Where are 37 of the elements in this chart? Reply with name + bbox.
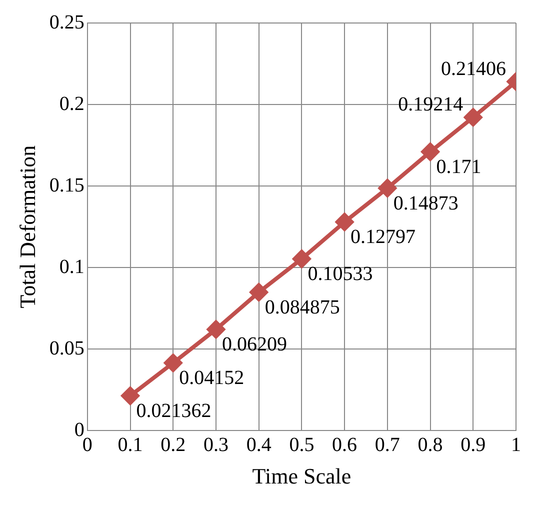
x-tick-label: 0.8 [418,434,443,456]
x-tick-label: 0.6 [332,434,358,456]
x-tick-label: 1 [511,434,521,456]
x-tick-label: 0.3 [203,434,228,456]
x-tick-label: 0.4 [246,434,272,456]
point [292,250,311,268]
data-label: 0.04152 [179,367,244,390]
data-label: 0.21406 [441,58,506,80]
x-tick-label: 0.5 [289,434,314,456]
y-tick-label: 0.25 [49,11,84,34]
point [121,386,140,405]
data-label: 0.12797 [350,226,416,248]
data-label: 0.171 [436,156,482,178]
point [421,142,440,161]
x-axis-title: Time Scale [252,464,352,489]
y-tick-label: 0.2 [59,92,84,115]
x-tick-label: 0.9 [460,434,486,456]
data-label: 0.14873 [393,192,458,214]
y-tick-label: 0.1 [59,256,84,278]
y-tick-label: 0.05 [49,337,84,360]
data-label: 0.19214 [398,94,464,116]
point [250,283,268,302]
point [464,108,482,126]
y-axis-title: Total Deformation [14,145,40,308]
point [206,320,225,338]
x-tick-label: 0.2 [160,434,186,456]
y-tick-label: 0 [74,418,84,441]
data-label: 0.021362 [136,400,212,422]
point [378,179,396,198]
data-label: 0.06209 [222,334,287,356]
x-tick-label: 0.1 [118,434,143,456]
data-label: 0.084875 [264,296,340,318]
y-tick-label: 0.15 [49,174,84,196]
point [336,212,354,231]
x-tick-label: 0.7 [374,434,400,456]
data-label: 0.10533 [308,263,373,286]
point [164,354,182,372]
